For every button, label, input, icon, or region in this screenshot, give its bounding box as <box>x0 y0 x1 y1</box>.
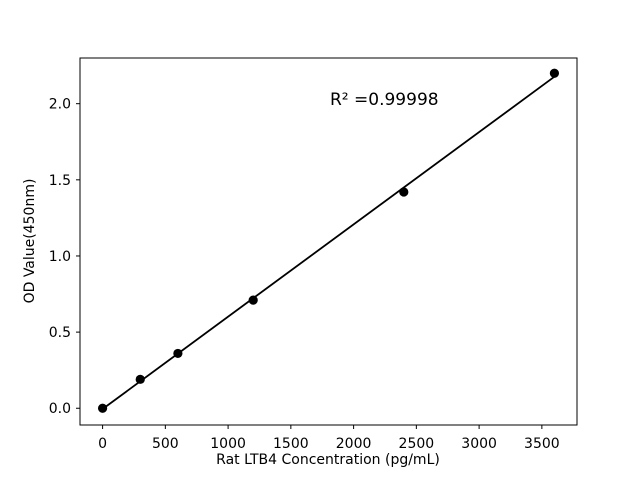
x-axis-tick-label: 500 <box>152 436 179 452</box>
y-axis-tick-label: 0.5 <box>49 325 71 341</box>
data-point <box>135 374 145 384</box>
y-axis-tick-label: 0.0 <box>49 401 71 417</box>
y-axis-title: OD Value(450nm) <box>22 178 38 304</box>
data-point <box>248 295 258 305</box>
x-axis-tick-label: 3000 <box>461 436 497 452</box>
x-axis-tick-label: 1000 <box>210 436 246 452</box>
data-point <box>97 403 108 413</box>
x-axis-tick-label: 2500 <box>399 436 435 452</box>
y-axis-tick-label: 2.0 <box>49 97 71 113</box>
data-point <box>399 187 409 197</box>
r-squared-annotation: R² =0.99998 <box>330 90 439 110</box>
x-axis-title: Rat LTB4 Concentration (pg/mL) <box>216 452 440 468</box>
plot-frame <box>79 57 578 426</box>
x-axis-tick-label: 1500 <box>273 436 309 452</box>
x-axis-tick-label: 0 <box>98 436 107 452</box>
y-axis-tick-label: 1.0 <box>49 249 71 265</box>
fit-line <box>101 75 556 410</box>
x-axis-tick-label: 2000 <box>336 436 372 452</box>
x-axis-tick-label: 3500 <box>524 436 560 452</box>
y-axis-tick-label: 1.5 <box>49 173 71 189</box>
data-point <box>549 68 560 78</box>
data-point <box>173 348 183 359</box>
